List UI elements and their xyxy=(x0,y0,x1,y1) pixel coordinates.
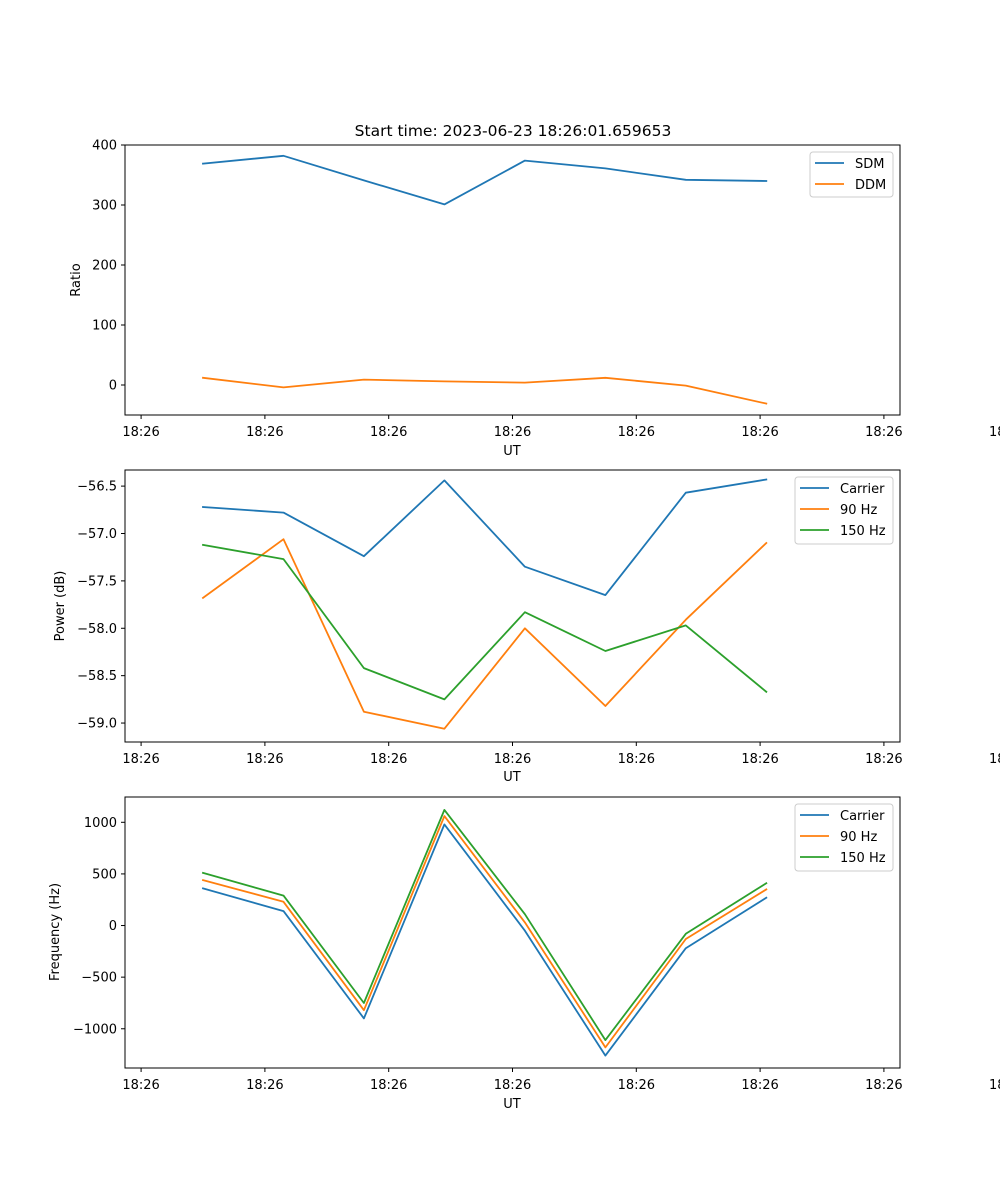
frequency-legend-label-carrier: Carrier xyxy=(840,809,885,824)
power-x-axis-label: UT xyxy=(503,770,521,785)
frequency-y-tick-label: −1000 xyxy=(73,1022,117,1037)
power-y-tick-label: −58.5 xyxy=(77,669,117,684)
frequency-panel: 18:26 18:26 18:26 18:26 18:26 18:26 18:26 18:27… xyxy=(48,796,1000,1112)
power-panel: 18:26 18:26 18:26 18:26 18:26 18:26 18:26 18:27… xyxy=(53,469,1000,785)
ratio-legend: SDM DDM xyxy=(809,151,894,198)
ratio-y-tick-label: 400 xyxy=(92,139,117,154)
power-series-150-hz-line xyxy=(201,543,768,701)
frequency-y-tick-label: 1000 xyxy=(84,816,117,831)
frequency-x-tick-label: 18:26 xyxy=(618,1078,655,1093)
power-y-axis-label: Power (dB) xyxy=(53,571,68,642)
ratio-y-tick-label: 100 xyxy=(92,319,117,334)
ratio-x-axis-label: UT xyxy=(503,444,521,459)
ratio-y-tick-label: 300 xyxy=(92,199,117,214)
ratio-y-tick-label: 0 xyxy=(109,379,117,394)
frequency-series-carrier-line xyxy=(201,823,768,1057)
power-x-tick-label: 18:26 xyxy=(494,752,531,767)
frequency-y-tick-label: −500 xyxy=(81,971,117,986)
power-legend-box xyxy=(794,476,894,545)
frequency-x-tick-label: 18:26 xyxy=(246,1078,283,1093)
ratio-x-tick-label: 18:26 xyxy=(494,425,531,440)
ratio-x-tick-label: 18:26 xyxy=(122,425,159,440)
ratio-series-lines xyxy=(201,154,768,405)
power-plot-frame xyxy=(124,469,901,743)
ratio-plot-frame xyxy=(124,144,901,416)
frequency-y-axis-label: Frequency (Hz) xyxy=(48,883,63,981)
ratio-y-ticks: 0 100 200 300 400 xyxy=(92,139,125,394)
frequency-legend-label-90-hz: 90 Hz xyxy=(840,830,877,845)
frequency-series-lines xyxy=(201,809,768,1057)
ratio-legend-label-sdm: SDM xyxy=(855,157,884,172)
power-series-90-hz-line xyxy=(201,538,768,730)
frequency-y-tick-label: 500 xyxy=(92,867,117,882)
frequency-legend-box xyxy=(794,803,894,872)
ratio-panel: 18:26 18:26 18:26 18:26 18:26 18:26 18:26 18:27… xyxy=(69,139,1000,460)
frequency-x-ticks: 18:26 18:26 18:26 18:26 18:26 18:26 18:26 18:27 xyxy=(122,1068,1000,1093)
power-x-tick-label: 18:26 xyxy=(618,752,655,767)
ratio-x-tick-label: 18:26 xyxy=(741,425,778,440)
frequency-y-ticks: −1000 −500 0 500 1000 xyxy=(73,816,125,1037)
power-y-tick-label: −56.5 xyxy=(77,480,117,495)
power-y-ticks: −59.0 −58.5 −58.0 −57.5 −57.0 −56.5 xyxy=(77,480,125,732)
ratio-x-tick-label: 18:26 xyxy=(865,425,902,440)
ratio-y-tick-label: 200 xyxy=(92,259,117,274)
frequency-x-axis-label: UT xyxy=(503,1097,521,1112)
ratio-y-axis-label: Ratio xyxy=(69,263,84,296)
power-x-tick-label: 18:26 xyxy=(246,752,283,767)
ratio-x-tick-label: 18:26 xyxy=(618,425,655,440)
frequency-x-tick-label: 18:26 xyxy=(865,1078,902,1093)
frequency-legend-label-150-hz: 150 Hz xyxy=(840,851,886,866)
power-x-tick-label: 18:27 xyxy=(989,752,1000,767)
frequency-series-90-hz-line xyxy=(201,815,768,1049)
power-x-tick-label: 18:26 xyxy=(122,752,159,767)
ratio-x-ticks: 18:26 18:26 18:26 18:26 18:26 18:26 18:26 18:27 xyxy=(122,415,1000,440)
power-legend: Carrier 90 Hz 150 Hz xyxy=(794,476,894,545)
power-series-carrier-line xyxy=(202,478,768,596)
frequency-series-150-hz-line xyxy=(201,809,768,1041)
ratio-legend-label-ddm: DDM xyxy=(855,178,886,193)
frequency-plot-frame xyxy=(124,796,901,1069)
ratio-series-sdm-line xyxy=(202,154,768,206)
frequency-x-tick-label: 18:27 xyxy=(989,1078,1000,1093)
power-legend-label-90-hz: 90 Hz xyxy=(840,503,877,518)
power-x-tick-label: 18:26 xyxy=(865,752,902,767)
power-y-tick-label: −59.0 xyxy=(77,717,117,732)
frequency-legend: Carrier 90 Hz 150 Hz xyxy=(794,803,894,872)
power-y-tick-label: −57.5 xyxy=(77,574,117,589)
ratio-series-ddm-line xyxy=(201,376,768,405)
power-series-lines xyxy=(201,478,768,730)
frequency-x-tick-label: 18:26 xyxy=(370,1078,407,1093)
power-y-tick-label: −58.0 xyxy=(77,622,117,637)
power-legend-label-150-hz: 150 Hz xyxy=(840,524,886,539)
figure-title: Start time: 2023-06-23 18:26:01.659653 xyxy=(355,122,672,140)
ratio-x-tick-label: 18:26 xyxy=(246,425,283,440)
frequency-x-tick-label: 18:26 xyxy=(741,1078,778,1093)
frequency-y-tick-label: 0 xyxy=(109,919,117,934)
power-x-tick-label: 18:26 xyxy=(370,752,407,767)
power-legend-label-carrier: Carrier xyxy=(840,482,885,497)
power-x-tick-label: 18:26 xyxy=(741,752,778,767)
ratio-x-tick-label: 18:26 xyxy=(370,425,407,440)
frequency-x-tick-label: 18:26 xyxy=(494,1078,531,1093)
ratio-x-tick-label: 18:27 xyxy=(989,425,1000,440)
power-x-ticks: 18:26 18:26 18:26 18:26 18:26 18:26 18:26 18:27 xyxy=(122,742,1000,767)
power-y-tick-label: −57.0 xyxy=(77,527,117,542)
frequency-x-tick-label: 18:26 xyxy=(122,1078,159,1093)
